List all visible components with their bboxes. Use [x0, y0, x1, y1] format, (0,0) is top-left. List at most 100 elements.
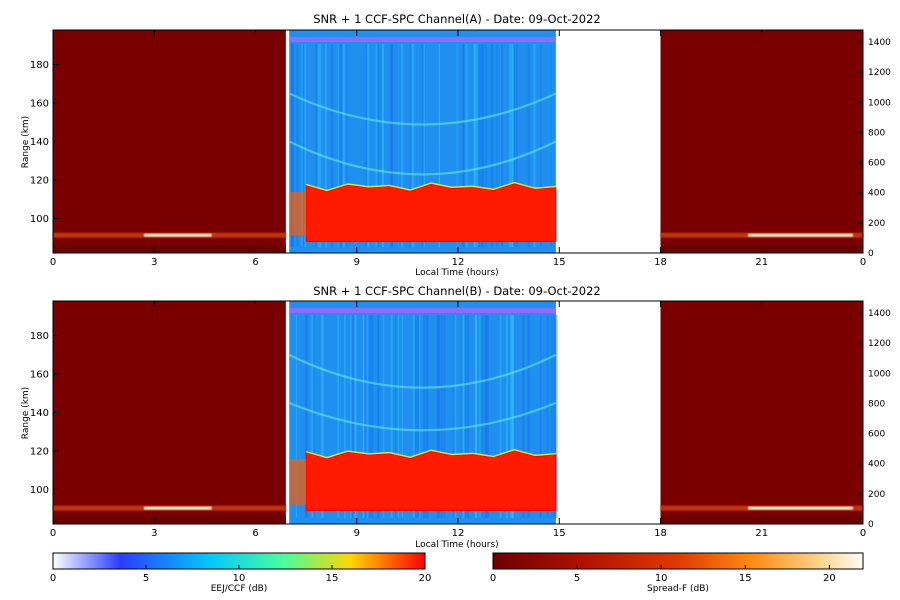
layer-onset — [289, 191, 307, 236]
day-streak — [505, 315, 508, 518]
day-streak — [400, 44, 404, 247]
right-tick-label: 600 — [868, 430, 885, 440]
colorbar-tick-label: 5 — [574, 573, 580, 584]
day-streak — [466, 315, 469, 518]
day-streak — [292, 44, 294, 247]
colorbar-ticks: 0 5 10 15 20 — [50, 565, 431, 584]
day-streak — [473, 44, 476, 247]
day-streak — [485, 44, 487, 247]
day-streak — [511, 315, 515, 518]
right-tick-label: 1200 — [868, 339, 891, 349]
colorbar-tick-label: 0 — [490, 573, 496, 584]
y-tick-label: 140 — [30, 137, 49, 148]
day-streak — [339, 44, 342, 247]
day-streak — [500, 44, 503, 247]
colorbar-label: EEJ/CCF (dB) — [211, 584, 268, 594]
day-streak — [337, 315, 340, 518]
x-tick-label: 21 — [755, 528, 768, 539]
day-top-band — [289, 37, 556, 42]
day-streak — [390, 315, 393, 518]
day-streak — [381, 44, 384, 247]
day-streak — [366, 315, 368, 518]
day-streak — [546, 315, 549, 518]
day-streak — [321, 315, 324, 518]
day-streak — [481, 44, 485, 247]
night-segment — [660, 301, 863, 524]
colorbar-tick-label: 20 — [823, 573, 836, 584]
right-tick-label: 800 — [868, 128, 885, 138]
day-streak — [377, 44, 380, 247]
day-streak — [476, 44, 479, 247]
day-streak — [315, 44, 318, 247]
day-streak — [438, 315, 441, 518]
echo-arc — [288, 140, 557, 176]
day-streak — [478, 44, 480, 247]
day-streak — [330, 44, 334, 247]
day-streak — [527, 315, 530, 518]
day-streak — [367, 44, 369, 247]
day-streak — [423, 44, 426, 247]
colorbar-tick-label: 15 — [739, 573, 752, 584]
day-streak — [461, 315, 463, 518]
x-axis-label: Local Time (hours) — [415, 540, 498, 550]
day-streak — [456, 44, 459, 247]
y-tick-label: 180 — [30, 60, 49, 71]
day-streak — [354, 315, 356, 518]
day-streak — [362, 315, 365, 518]
day-streak — [412, 44, 415, 247]
night-echo-core — [748, 506, 853, 510]
day-streak — [354, 315, 357, 518]
day-streak — [391, 44, 394, 247]
right-tick-label: 1400 — [868, 38, 891, 48]
right-tick-label: 1400 — [868, 309, 891, 319]
strong-layer — [305, 450, 557, 512]
day-streak — [485, 315, 488, 518]
colorbar-tick-label: 0 — [50, 573, 56, 584]
x-tick-label: 6 — [252, 257, 258, 268]
layer-onset — [289, 458, 307, 505]
day-streak — [511, 44, 513, 247]
day-streak — [481, 315, 484, 518]
day-streak — [441, 315, 443, 518]
day-streak — [315, 315, 317, 518]
day-streak — [540, 315, 542, 518]
chart-title: SNR + 1 CCF-SPC Channel(A) - Date: 09-Oc… — [313, 12, 601, 26]
day-streak — [353, 315, 355, 518]
day-streak — [344, 315, 346, 518]
colorbar-ticks: 0 5 10 15 20 — [490, 565, 836, 584]
day-streak — [390, 44, 393, 247]
day-streak — [475, 315, 477, 518]
chart-title: SNR + 1 CCF-SPC Channel(B) - Date: 09-Oc… — [313, 284, 601, 298]
day-streak — [480, 44, 482, 247]
day-streak — [319, 44, 322, 247]
day-streak — [478, 44, 481, 247]
day-streak — [499, 315, 502, 518]
y-tick-label: 100 — [30, 214, 49, 225]
y-tick-label: 100 — [30, 485, 49, 496]
day-streak — [304, 44, 307, 247]
right-tick-label: 600 — [868, 159, 885, 169]
colorbar-tick-label: 10 — [655, 573, 668, 584]
strong-layer — [305, 183, 557, 243]
day-streak — [499, 44, 502, 247]
echo-arc — [288, 353, 557, 389]
y-tick-label: 180 — [30, 331, 49, 342]
colorbar-gradient — [492, 552, 864, 570]
day-streak — [410, 44, 413, 247]
day-streak — [511, 44, 514, 247]
day-streak — [322, 315, 324, 518]
day-streak — [443, 315, 446, 518]
day-streak — [437, 315, 440, 518]
echo-arc — [288, 92, 557, 126]
panel-channel-b: SNR + 1 CCF-SPC Channel(B) - Date: 09-Oc… — [21, 284, 891, 550]
colorbar-label: Spread-F (dB) — [647, 584, 709, 594]
right-tick-label: 400 — [868, 189, 885, 199]
day-streak — [342, 44, 345, 247]
y-tick-label: 160 — [30, 99, 49, 110]
day-streak — [367, 44, 370, 247]
day-streak — [395, 315, 397, 518]
day-streak — [419, 315, 421, 518]
day-streak — [416, 315, 418, 518]
day-streak — [305, 315, 307, 518]
day-streak — [511, 315, 513, 518]
